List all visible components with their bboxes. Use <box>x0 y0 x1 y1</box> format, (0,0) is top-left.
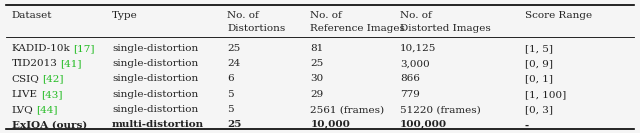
Text: [44]: [44] <box>36 105 58 114</box>
Text: [17]: [17] <box>74 44 95 53</box>
Text: Distortions: Distortions <box>227 24 285 33</box>
Text: [0, 3]: [0, 3] <box>525 105 553 114</box>
Text: No. of: No. of <box>310 11 342 20</box>
Text: [42]: [42] <box>43 74 64 84</box>
Text: -: - <box>525 120 529 129</box>
Text: 10,000: 10,000 <box>310 120 350 129</box>
Text: TID2013: TID2013 <box>12 59 58 68</box>
Text: 25: 25 <box>227 120 241 129</box>
Text: Dataset: Dataset <box>12 11 52 20</box>
Text: Reference Images: Reference Images <box>310 24 405 33</box>
Text: 2561 (frames): 2561 (frames) <box>310 105 385 114</box>
Text: 25: 25 <box>310 59 324 68</box>
Text: single-distortion: single-distortion <box>112 105 198 114</box>
Text: LVQ: LVQ <box>12 105 33 114</box>
Text: single-distortion: single-distortion <box>112 74 198 84</box>
Text: LIVE: LIVE <box>12 90 38 99</box>
Text: 779: 779 <box>400 90 420 99</box>
Text: single-distortion: single-distortion <box>112 44 198 53</box>
Text: 81: 81 <box>310 44 324 53</box>
Text: single-distortion: single-distortion <box>112 59 198 68</box>
Text: 866: 866 <box>400 74 420 84</box>
Text: 30: 30 <box>310 74 324 84</box>
Text: 29: 29 <box>310 90 324 99</box>
Text: [0, 9]: [0, 9] <box>525 59 553 68</box>
Text: 6: 6 <box>227 74 234 84</box>
Text: CSIQ: CSIQ <box>12 74 40 84</box>
Text: No. of: No. of <box>227 11 259 20</box>
Text: [1, 100]: [1, 100] <box>525 90 566 99</box>
Text: 51220 (frames): 51220 (frames) <box>400 105 481 114</box>
Text: No. of: No. of <box>400 11 432 20</box>
Text: 25: 25 <box>227 44 241 53</box>
Text: 100,000: 100,000 <box>400 120 447 129</box>
Text: Score Range: Score Range <box>525 11 592 20</box>
Text: [41]: [41] <box>61 59 82 68</box>
Text: 5: 5 <box>227 105 234 114</box>
Text: KADID-10k: KADID-10k <box>12 44 70 53</box>
Text: Distorted Images: Distorted Images <box>400 24 491 33</box>
Text: 5: 5 <box>227 90 234 99</box>
Text: 24: 24 <box>227 59 241 68</box>
Text: 3,000: 3,000 <box>400 59 429 68</box>
Text: [0, 1]: [0, 1] <box>525 74 553 84</box>
Text: Type: Type <box>112 11 138 20</box>
Text: ExIQA (ours): ExIQA (ours) <box>12 120 87 129</box>
Text: [1, 5]: [1, 5] <box>525 44 553 53</box>
Text: single-distortion: single-distortion <box>112 90 198 99</box>
Text: 10,125: 10,125 <box>400 44 436 53</box>
Text: multi-distortion: multi-distortion <box>112 120 204 129</box>
Text: [43]: [43] <box>41 90 62 99</box>
